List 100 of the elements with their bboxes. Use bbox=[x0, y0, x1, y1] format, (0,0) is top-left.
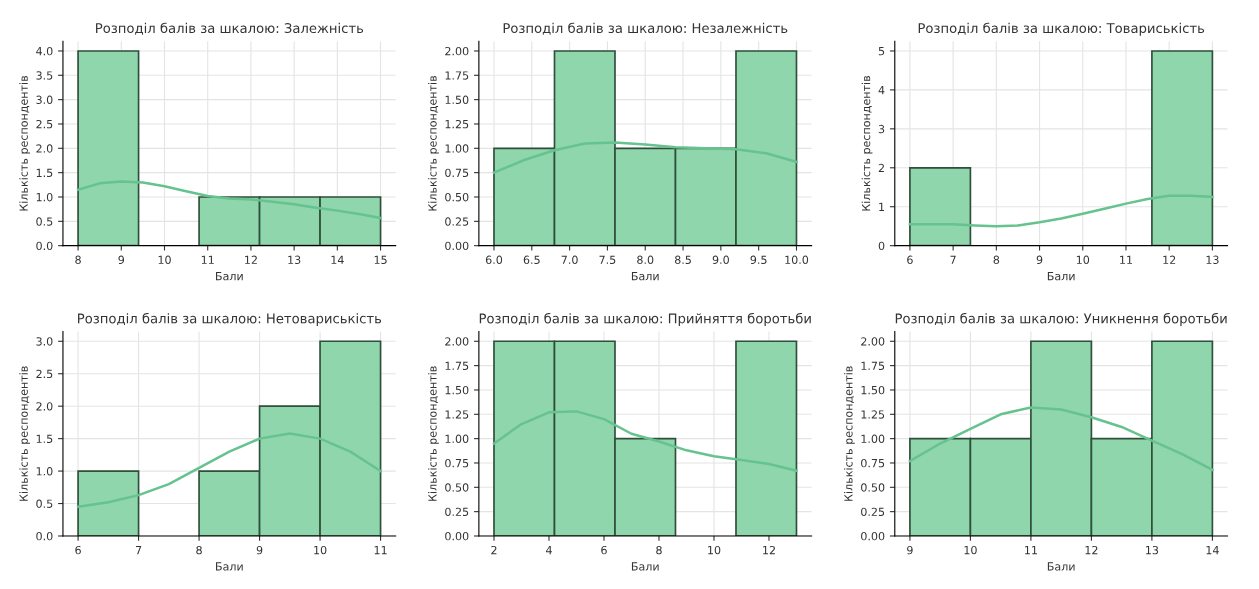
x-tick-label: 2 bbox=[491, 545, 497, 555]
x-axis-title: Бали bbox=[631, 562, 659, 571]
y-tick-label: 1.5 bbox=[36, 434, 53, 444]
x-tick-label: 9.5 bbox=[750, 255, 767, 264]
y-tick-label: 1.75 bbox=[445, 361, 469, 370]
x-tick-label: 7 bbox=[950, 255, 956, 264]
y-axis-title: Кількість респондентів bbox=[428, 366, 439, 501]
y-tick-label: 1.75 bbox=[445, 71, 469, 80]
y-tick-label: 0.0 bbox=[36, 241, 53, 251]
y-axis-title: Кількість респондентів bbox=[844, 366, 855, 501]
y-tick-label: 2.0 bbox=[36, 402, 53, 411]
line-series bbox=[76, 432, 382, 509]
x-tick-label: 9.0 bbox=[712, 255, 729, 264]
x-tick-label: 11 bbox=[374, 546, 387, 555]
x-tick-label: 7.5 bbox=[599, 255, 616, 264]
chart-title: Розподіл балів за шкалою: Нетовариськість bbox=[78, 312, 382, 326]
y-tick-label: 0.25 bbox=[445, 217, 469, 226]
x-tick-label: 11 bbox=[1025, 546, 1037, 555]
x-tick-label: 9 bbox=[1036, 255, 1043, 264]
chart-title: Розподіл балів за шкалою: Залежність bbox=[96, 22, 364, 35]
y-tick-label: 2.00 bbox=[861, 337, 885, 346]
y-tick-label: 0.25 bbox=[445, 507, 469, 517]
y-tick-label: 0.00 bbox=[445, 531, 469, 541]
y-tick-label: 1.50 bbox=[445, 385, 469, 395]
x-tick-label: 12 bbox=[245, 255, 257, 264]
y-tick-label: 2.0 bbox=[36, 144, 53, 153]
y-tick-label: 1.00 bbox=[445, 434, 469, 444]
x-tick-label: 7.0 bbox=[561, 255, 578, 264]
x-axis-title: Бали bbox=[631, 272, 659, 281]
x-tick-label: 14 bbox=[1206, 546, 1219, 555]
y-tick-label: 2.5 bbox=[36, 119, 53, 129]
y-tick-label: 1.0 bbox=[36, 192, 53, 202]
y-tick-label: 1.0 bbox=[36, 467, 53, 476]
x-tick-label: 11 bbox=[201, 255, 214, 264]
x-axis-title: Бали bbox=[216, 562, 243, 571]
x-tick-label: 6.5 bbox=[523, 255, 540, 264]
y-tick-label: 1.50 bbox=[445, 95, 469, 105]
y-axis-title: Кількість респондентів bbox=[861, 75, 873, 211]
y-tick-label: 0.25 bbox=[861, 507, 885, 517]
line-series bbox=[76, 180, 382, 220]
y-tick-label: 1.50 bbox=[861, 385, 885, 395]
y-tick-label: 1.75 bbox=[861, 361, 885, 370]
line-series bbox=[492, 141, 798, 174]
y-tick-label: 0.50 bbox=[445, 192, 469, 202]
y-tick-label: 3.5 bbox=[36, 71, 53, 80]
line-series bbox=[908, 406, 1214, 472]
y-tick-label: 1.00 bbox=[445, 144, 469, 153]
y-tick-label: 0.50 bbox=[445, 483, 469, 492]
y-tick-label: 3.0 bbox=[36, 337, 53, 346]
y-tick-label: 3 bbox=[878, 124, 885, 134]
y-tick-label: 2.5 bbox=[36, 369, 53, 379]
y-axis-title: Кількість респондентів bbox=[19, 75, 30, 211]
x-tick-label: 8.0 bbox=[637, 255, 654, 264]
y-tick-label: 1.25 bbox=[445, 119, 469, 129]
y-axis-title: Кількість респондентів bbox=[19, 366, 30, 501]
x-tick-label: 13 bbox=[1146, 545, 1159, 555]
x-tick-label: 13 bbox=[288, 255, 301, 264]
y-tick-label: 0.0 bbox=[36, 531, 53, 541]
y-tick-label: 2 bbox=[878, 163, 884, 173]
y-tick-label: 1.00 bbox=[861, 434, 885, 444]
x-tick-label: 9 bbox=[907, 545, 913, 555]
x-tick-label: 11 bbox=[1120, 255, 1133, 264]
x-tick-label: 8 bbox=[75, 255, 81, 264]
y-tick-label: 4 bbox=[878, 86, 885, 95]
y-tick-label: 0.00 bbox=[445, 241, 469, 251]
x-tick-label: 8.5 bbox=[674, 255, 691, 264]
y-tick-label: 0.50 bbox=[861, 483, 885, 492]
x-tick-label: 4 bbox=[546, 546, 552, 555]
x-tick-label: 13 bbox=[1206, 255, 1219, 264]
y-tick-label: 1.25 bbox=[445, 410, 469, 419]
y-tick-label: 0.75 bbox=[445, 458, 469, 468]
x-axis-title: Бали bbox=[1047, 562, 1075, 571]
x-tick-label: 10 bbox=[314, 545, 327, 555]
x-axis-title: Бали bbox=[216, 272, 243, 281]
y-tick-label: 0.75 bbox=[861, 458, 885, 468]
x-tick-label: 12 bbox=[1163, 255, 1176, 264]
y-tick-label: 0.5 bbox=[36, 217, 53, 226]
x-tick-label: 6 bbox=[907, 255, 913, 264]
x-tick-label: 8 bbox=[993, 255, 1000, 264]
y-axis-title: Кількість респондентів bbox=[428, 75, 439, 211]
y-tick-label: 4.0 bbox=[36, 46, 53, 56]
y-tick-label: 0 bbox=[878, 241, 885, 251]
chart-title: Розподіл балів за шкалою: Товариськість bbox=[918, 22, 1205, 36]
x-tick-label: 9 bbox=[256, 545, 263, 555]
x-tick-label: 8 bbox=[196, 545, 202, 555]
x-tick-label: 10 bbox=[158, 255, 171, 264]
x-tick-label: 10.0 bbox=[785, 255, 809, 264]
y-tick-label: 1 bbox=[879, 202, 885, 211]
x-tick-label: 15 bbox=[374, 255, 387, 264]
chart-title: Розподіл балів за шкалою: Прийняття боротьби bbox=[479, 312, 811, 326]
y-tick-label: 3.0 bbox=[36, 95, 53, 105]
x-tick-label: 10 bbox=[708, 545, 721, 555]
y-tick-label: 2.00 bbox=[445, 46, 469, 56]
x-tick-label: 10 bbox=[1076, 255, 1090, 264]
line-series bbox=[908, 194, 1214, 228]
x-tick-label: 9 bbox=[118, 255, 125, 264]
y-tick-label: 2.00 bbox=[445, 337, 469, 346]
y-tick-label: 5 bbox=[878, 47, 885, 56]
x-tick-label: 10 bbox=[964, 545, 977, 555]
line-series bbox=[492, 410, 798, 473]
